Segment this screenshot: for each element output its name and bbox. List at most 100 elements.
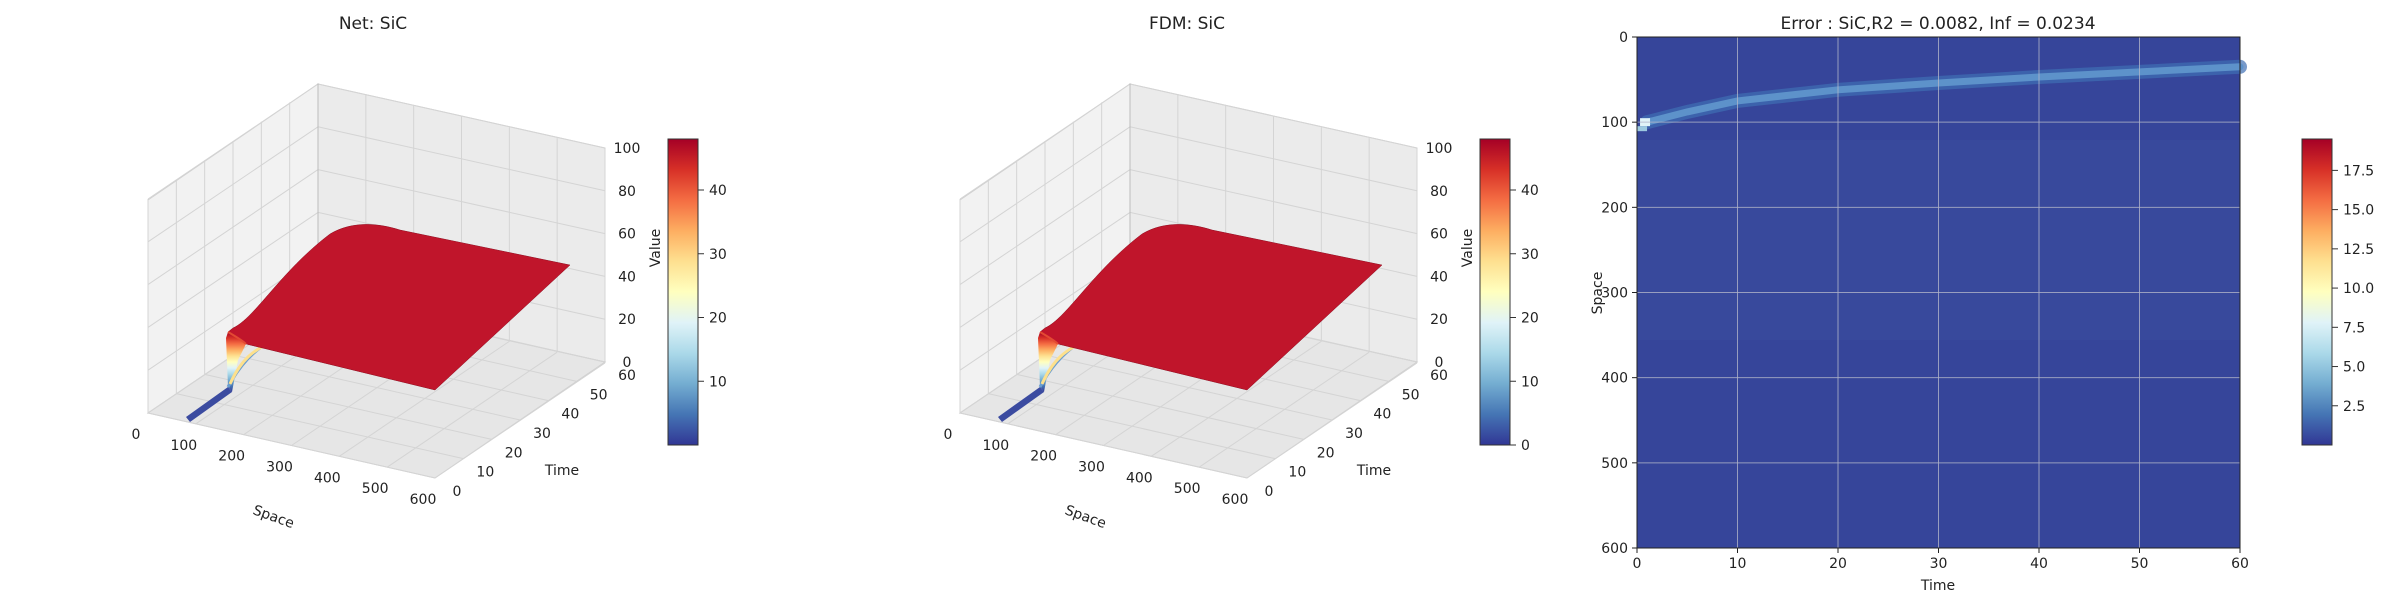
time-tick-label: 30: [533, 426, 551, 442]
grid-line: [1129, 169, 1418, 235]
space-tick-label: 600: [410, 492, 437, 508]
colorbar-tick-label: 0: [1521, 438, 1530, 454]
grid-line: [988, 393, 1276, 460]
error-heatmap-panel: Error : SiC,R2 = 0.0082, Inf = 0.0234 0 1…: [1590, 14, 2374, 594]
colorbar-tick-label: 30: [1521, 247, 1539, 263]
space-tick-label: 0: [944, 427, 953, 443]
space-axis-label: Space: [251, 502, 297, 532]
value-tick-label: 0: [623, 355, 632, 371]
space-axis: 0 100 200 300 400 500 600: [944, 427, 1249, 508]
grid-line: [147, 126, 319, 243]
space-tick-label: 300: [1078, 460, 1105, 476]
time-axis: 0 10 20 30 40 50 60: [1265, 368, 1448, 500]
grid-line: [317, 83, 606, 149]
colorbar-ticks: 10 20 30 40: [698, 183, 727, 390]
surface: [186, 224, 571, 422]
space-axis-label: Space: [1590, 272, 1606, 315]
colorbar-tick-label: 12.5: [2343, 242, 2374, 258]
colorbar-tick-label: 10.0: [2343, 281, 2374, 297]
value-axis-label: Value: [648, 229, 664, 267]
chart-title: Error : SiC,R2 = 0.0082, Inf = 0.0234: [1780, 14, 2095, 34]
space-tick-label: 100: [170, 438, 197, 454]
space-tick-label: 0: [132, 427, 141, 443]
surface-floor-region: [186, 387, 232, 422]
space-tick-label: 400: [1126, 470, 1153, 486]
grid-line: [147, 412, 436, 479]
grid-line: [1129, 83, 1418, 149]
value-axis: 0 20 40 60 80 100: [614, 141, 641, 371]
time-axis-label: Time: [1356, 463, 1391, 479]
surface-crest-edge: [227, 331, 247, 345]
time-tick-label: 10: [1288, 465, 1306, 481]
space-tick-label: 0: [1619, 30, 1628, 46]
colorbar: [1479, 138, 1511, 446]
space-tick-label: 400: [1601, 371, 1628, 387]
colorbar-tick-label: 10: [709, 374, 727, 390]
colorbar-tick-label: 17.5: [2343, 163, 2374, 179]
space-tick-label: 500: [1601, 456, 1628, 472]
value-tick-label: 40: [1430, 269, 1448, 285]
time-tick-label: 10: [476, 465, 494, 481]
grid-line: [147, 83, 319, 200]
space-tick-label: 200: [1030, 449, 1057, 465]
colorbar-tick-label: 10: [1521, 374, 1539, 390]
grid-line: [1129, 126, 1418, 192]
grid-line: [959, 83, 1131, 200]
time-tick-label: 40: [2030, 556, 2048, 572]
time-tick-label: 20: [1317, 445, 1335, 461]
value-axis-label: Value: [1460, 229, 1476, 267]
colorbar-tick-label: 7.5: [2343, 320, 2365, 336]
value-tick-label: 40: [618, 269, 636, 285]
time-tick-label: 20: [505, 445, 523, 461]
space-tick-label: 300: [1601, 286, 1628, 302]
time-tick-label: 0: [1633, 556, 1642, 572]
time-axis: 0 10 20 30 40 50 60: [453, 368, 636, 500]
grid-line: [959, 169, 1131, 286]
time-tick-label: 60: [1430, 368, 1448, 384]
space-tick-label: 300: [266, 460, 293, 476]
time-tick-label: 50: [590, 387, 608, 403]
grid-line: [1246, 362, 1418, 479]
colorbar-tick-label: 2.5: [2343, 399, 2365, 415]
space-axis: 0 100 200 300 400 500 600: [132, 427, 437, 508]
value-tick-label: 80: [618, 184, 636, 200]
grid-line: [959, 211, 1131, 328]
time-tick-label: 0: [1265, 484, 1274, 500]
time-tick-label: 30: [1345, 426, 1363, 442]
surface-rise-region: [1038, 332, 1058, 392]
colorbar-ticks: 0 10 20 30 40: [1510, 183, 1539, 454]
grid-line: [204, 373, 492, 440]
time-tick-label: 60: [618, 368, 636, 384]
space-tick-label: 600: [1222, 492, 1249, 508]
time-axis-label: Time: [544, 463, 579, 479]
chart-title: FDM: SiC: [1149, 14, 1225, 34]
space-axis: 0 100 200 300 400 500 600: [1601, 30, 1637, 557]
grid-line: [232, 354, 521, 421]
space-tick-label: 500: [1174, 481, 1201, 497]
colorbar: [2301, 138, 2333, 446]
time-tick-label: 10: [1729, 556, 1747, 572]
error-hot-spot-tail: [1637, 126, 1648, 132]
value-tick-label: 20: [1430, 312, 1448, 328]
colorbar-tick-label: 40: [1521, 183, 1539, 199]
surface-plateau: [1039, 224, 1383, 391]
grid-line: [434, 362, 606, 479]
colorbar-tick-label: 5.0: [2343, 360, 2365, 376]
time-tick-label: 40: [561, 407, 579, 423]
colorbar-tick-label: 15.0: [2343, 203, 2374, 219]
space-tick-label: 600: [1601, 541, 1628, 557]
grid-line: [176, 393, 464, 460]
surface-crest-edge: [1039, 331, 1059, 345]
surface-floor-region: [998, 387, 1044, 422]
grid-line: [1044, 354, 1333, 421]
time-tick-label: 30: [1930, 556, 1948, 572]
space-tick-label: 400: [314, 470, 341, 486]
grid-line: [317, 169, 606, 235]
colorbar-tick-label: 40: [709, 183, 727, 199]
error-band: [1643, 63, 2244, 126]
value-tick-label: 20: [618, 312, 636, 328]
grid-line: [959, 126, 1131, 243]
value-tick-label: 100: [1426, 141, 1453, 157]
